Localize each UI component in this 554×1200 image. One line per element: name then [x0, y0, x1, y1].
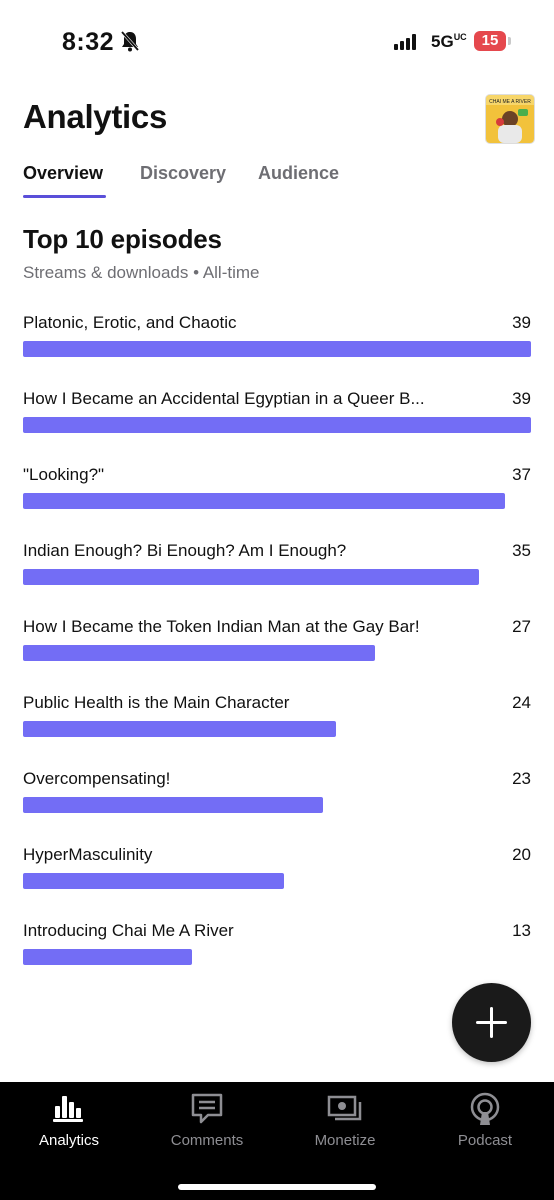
episode-bar [23, 493, 505, 509]
episode-stream-count: 27 [512, 617, 531, 636]
nav-label-analytics: Analytics [38, 1132, 100, 1149]
episode-bar [23, 949, 192, 965]
podcast-artwork[interactable]: CHAI ME A RIVER [485, 94, 535, 144]
episode-title: Public Health is the Main Character [23, 693, 290, 712]
episode-stream-count: 39 [512, 389, 531, 408]
bell-muted-icon [120, 31, 140, 52]
tab-discovery[interactable]: Discovery [140, 163, 227, 183]
podcast-cover-text: CHAI ME A RIVER [489, 99, 531, 105]
nav-label-podcast: Podcast [457, 1132, 513, 1149]
nav-label-monetize: Monetize [314, 1132, 376, 1149]
nav-podcast[interactable]: Podcast [416, 1082, 554, 1162]
add-button[interactable] [452, 983, 531, 1062]
episode-row[interactable]: HyperMasculinity 20 [23, 845, 531, 909]
episode-title: Introducing Chai Me A River [23, 921, 234, 940]
nav-comments[interactable]: Comments [138, 1082, 276, 1162]
episode-bar [23, 797, 323, 813]
episode-title: How I Became the Token Indian Man at the… [23, 617, 420, 636]
battery-tip [508, 37, 511, 45]
plus-icon-vertical [490, 1007, 493, 1038]
battery-indicator: 15 [474, 31, 506, 51]
comment-icon [191, 1093, 223, 1124]
episode-stream-count: 13 [512, 921, 531, 940]
episode-bar [23, 341, 531, 357]
episode-row[interactable]: How I Became the Token Indian Man at the… [23, 617, 531, 681]
podcast-icon [470, 1092, 500, 1125]
tab-audience[interactable]: Audience [258, 163, 340, 183]
episode-title: HyperMasculinity [23, 845, 153, 864]
episode-bar [23, 417, 531, 433]
episode-stream-count: 20 [512, 845, 531, 864]
episode-title: Platonic, Erotic, and Chaotic [23, 313, 237, 332]
episode-stream-count: 35 [512, 541, 531, 560]
episode-row[interactable]: Platonic, Erotic, and Chaotic 39 [23, 313, 531, 377]
episode-row[interactable]: "Looking?" 37 [23, 465, 531, 529]
episode-bar [23, 721, 336, 737]
status-time: 8:32 [62, 28, 115, 56]
episode-stream-count: 39 [512, 313, 531, 332]
episode-bar [23, 873, 284, 889]
episode-bar [23, 569, 479, 585]
episode-row[interactable]: Overcompensating! 23 [23, 769, 531, 833]
episode-title: Overcompensating! [23, 769, 171, 788]
section-subtitle: Streams & downloads • All-time [23, 263, 260, 282]
episode-title: Indian Enough? Bi Enough? Am I Enough? [23, 541, 347, 560]
episode-stream-count: 24 [512, 693, 531, 712]
network-type: 5GUC [431, 32, 467, 51]
episode-row[interactable]: How I Became an Accidental Egyptian in a… [23, 389, 531, 453]
nav-label-comments: Comments [170, 1132, 244, 1149]
tab-overview[interactable]: Overview [23, 163, 104, 183]
nav-monetize[interactable]: Monetize [276, 1082, 414, 1162]
episode-title: How I Became an Accidental Egyptian in a… [23, 389, 425, 408]
episode-stream-count: 23 [512, 769, 531, 788]
podcast-cover-image: CHAI ME A RIVER [486, 95, 534, 143]
bottom-nav: Analytics Comments Monetize Podcast [0, 1082, 554, 1200]
episode-row[interactable]: Introducing Chai Me A River 13 [23, 921, 531, 985]
page-title: Analytics [23, 98, 168, 135]
episode-title: "Looking?" [23, 465, 105, 484]
active-tab-indicator [23, 195, 106, 198]
nav-analytics[interactable]: Analytics [0, 1082, 138, 1162]
episode-row[interactable]: Indian Enough? Bi Enough? Am I Enough? 35 [23, 541, 531, 605]
episode-stream-count: 37 [512, 465, 531, 484]
home-indicator [178, 1184, 376, 1190]
section-title: Top 10 episodes [23, 224, 222, 254]
signal-icon [394, 34, 416, 50]
episode-row[interactable]: Public Health is the Main Character 24 [23, 693, 531, 757]
money-icon [327, 1095, 362, 1121]
bar-chart-icon [53, 1096, 83, 1122]
episode-bar [23, 645, 375, 661]
